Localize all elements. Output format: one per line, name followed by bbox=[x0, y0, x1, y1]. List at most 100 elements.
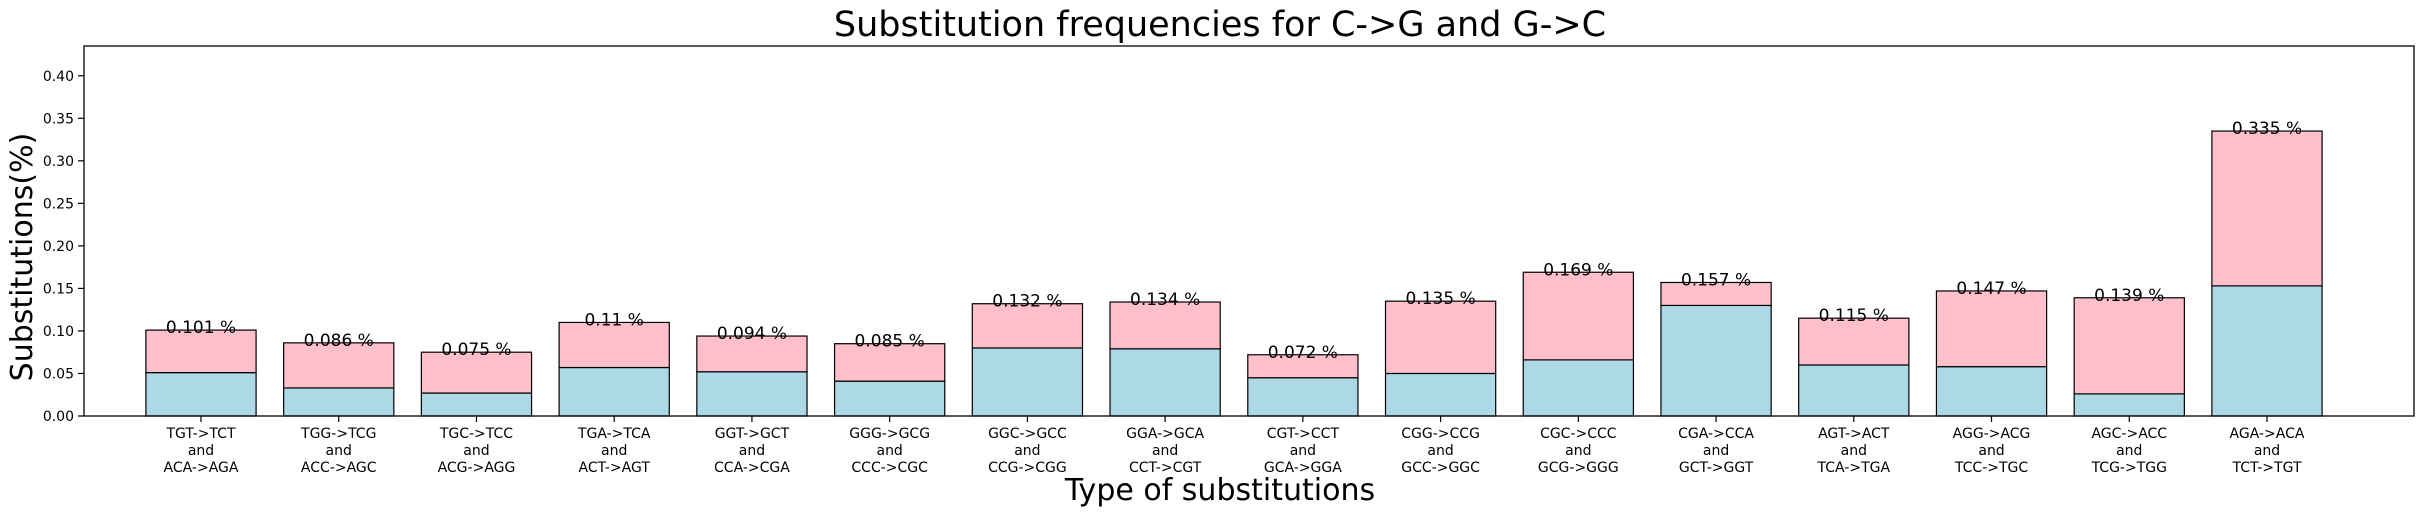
x-tick-label: and bbox=[1427, 443, 1453, 459]
bar-data-label: 0.147 % bbox=[1956, 279, 2026, 299]
bar-segment-upper bbox=[696, 335, 808, 373]
x-tick-label: TGC->TCC bbox=[439, 426, 513, 442]
y-tick-label: 0.00 bbox=[43, 409, 74, 425]
x-tick-label: and bbox=[739, 443, 765, 459]
x-tick-label: and bbox=[2116, 443, 2142, 459]
x-tick-label: and bbox=[1703, 443, 1729, 459]
x-tick-label: TCG->TGG bbox=[2091, 460, 2167, 476]
bar-segment-lower bbox=[1109, 348, 1221, 417]
bar-segment-lower bbox=[1384, 372, 1497, 417]
x-tick-label: CCC->CGC bbox=[851, 460, 928, 476]
bar-segment-upper bbox=[420, 351, 533, 394]
bar-segment-lower bbox=[696, 371, 808, 417]
x-tick-label: GGA->GCA bbox=[1126, 426, 1204, 442]
x-tick-label: and bbox=[1841, 443, 1867, 459]
y-tick-label: 0.15 bbox=[43, 281, 74, 297]
plot-frame bbox=[83, 45, 2415, 417]
bar-data-label: 0.072 % bbox=[1268, 343, 1338, 363]
bar-segment-lower bbox=[833, 380, 946, 417]
bar-segment-upper bbox=[1384, 300, 1497, 375]
y-tick-label: 0.40 bbox=[43, 69, 74, 85]
x-tick-label: and bbox=[1978, 443, 2004, 459]
chart-title: Substitution frequencies for C->G and G-… bbox=[834, 5, 1606, 45]
bar-segment-lower bbox=[1660, 304, 1772, 417]
bar-segment-upper bbox=[283, 342, 395, 389]
y-tick-label: 0.30 bbox=[43, 154, 74, 170]
bar-data-label: 0.075 % bbox=[441, 340, 511, 360]
x-tick-label: and bbox=[2254, 443, 2280, 459]
bar-data-label: 0.086 % bbox=[304, 331, 374, 351]
x-tick-label: GGG->GCG bbox=[849, 426, 930, 442]
x-tick-label: GCC->GGC bbox=[1401, 460, 1480, 476]
x-tick-label: AGG->ACG bbox=[1953, 426, 2031, 442]
x-tick-label: AGC->ACC bbox=[2091, 426, 2167, 442]
bar-data-label: 0.132 % bbox=[992, 292, 1062, 312]
bar-segment-upper bbox=[971, 303, 1084, 349]
x-tick-label: CGA->CCA bbox=[1678, 426, 1754, 442]
bar-segment-lower bbox=[1935, 366, 2048, 417]
bar-segment-lower bbox=[558, 366, 670, 417]
plot-area: 0.00 0.05 0.10 0.15 0.20 0.25 0.30 0.35 0.40 0.10… bbox=[43, 69, 2323, 476]
x-tick-label: GCT->GGT bbox=[1679, 460, 1754, 476]
bar-data-label: 0.11 % bbox=[584, 310, 643, 330]
x-tick-label: CGG->CCG bbox=[1401, 426, 1480, 442]
x-tick-label: CCA->CGA bbox=[714, 460, 790, 476]
bar-segment-upper bbox=[145, 329, 257, 374]
y-tick-label: 0.10 bbox=[43, 324, 74, 340]
x-tick-label: CCT->CGT bbox=[1129, 460, 1202, 476]
bar-segment-lower bbox=[145, 372, 257, 417]
x-tick-label: and bbox=[1290, 443, 1316, 459]
x-tick-label: and bbox=[876, 443, 902, 459]
x-tick-label: and bbox=[463, 443, 489, 459]
x-tick-label: and bbox=[601, 443, 627, 459]
x-tick-label: ACG->AGG bbox=[438, 460, 516, 476]
x-tick-label: TGA->TCA bbox=[577, 426, 651, 442]
bar-data-label: 0.335 % bbox=[2232, 119, 2302, 139]
bar-segment-lower bbox=[283, 387, 395, 417]
x-tick-label: ACT->AGT bbox=[579, 460, 651, 476]
x-tick-label: TGG->TCG bbox=[300, 426, 376, 442]
bar-segment-upper bbox=[558, 321, 670, 369]
bar-segment-upper bbox=[1935, 290, 2048, 368]
x-tick-label: TCT->TGT bbox=[2231, 460, 2301, 476]
bar-data-label: 0.115 % bbox=[1819, 306, 1889, 326]
bar-segment-upper bbox=[833, 343, 946, 382]
x-tick-label: GCA->GGA bbox=[1264, 460, 1342, 476]
bar-segment-lower bbox=[2211, 285, 2323, 417]
bar-segment-lower bbox=[1798, 364, 1910, 417]
bar-segment-lower bbox=[420, 392, 533, 417]
bar-segment-lower bbox=[971, 347, 1084, 417]
bar-data-label: 0.101 % bbox=[166, 318, 236, 338]
bar-data-label: 0.094 % bbox=[717, 324, 787, 344]
bar-segment-upper bbox=[1247, 354, 1359, 379]
bar-segment-upper bbox=[1109, 301, 1221, 350]
y-tick-label: 0.35 bbox=[43, 111, 74, 127]
x-tick-label: CGC->CCC bbox=[1540, 426, 1617, 442]
bar-segment-lower bbox=[2073, 393, 2185, 417]
x-tick-label: CCG->CGG bbox=[988, 460, 1067, 476]
x-tick-label: CGT->CCT bbox=[1267, 426, 1340, 442]
x-tick-label: and bbox=[188, 443, 214, 459]
x-tick-label: TGT->TCT bbox=[165, 426, 235, 442]
bar-segment-upper bbox=[2211, 130, 2323, 287]
x-tick-label: and bbox=[1565, 443, 1591, 459]
x-tick-label: AGA->ACA bbox=[2230, 426, 2305, 442]
bar-segment-lower bbox=[1522, 359, 1635, 417]
y-tick-label: 0.05 bbox=[43, 366, 74, 382]
bar-data-label: 0.169 % bbox=[1543, 260, 1613, 280]
y-axis-label: Substitutions(%) bbox=[5, 133, 40, 382]
x-tick-label: and bbox=[326, 443, 352, 459]
bar-data-label: 0.139 % bbox=[2094, 286, 2164, 306]
bar-segment-upper bbox=[1798, 317, 1910, 366]
y-tick-label: 0.20 bbox=[43, 239, 74, 255]
x-tick-label: AGT->ACT bbox=[1818, 426, 1890, 442]
bar-data-label: 0.135 % bbox=[1405, 289, 1475, 309]
bar-segment-upper bbox=[2073, 297, 2185, 395]
bar-data-label: 0.157 % bbox=[1681, 270, 1751, 290]
x-tick-label: ACC->AGC bbox=[301, 460, 377, 476]
bar-segment-upper bbox=[1522, 271, 1635, 361]
x-tick-label: and bbox=[1014, 443, 1040, 459]
x-tick-label: GCG->GGG bbox=[1538, 460, 1619, 476]
y-tick-label: 0.25 bbox=[43, 196, 74, 212]
